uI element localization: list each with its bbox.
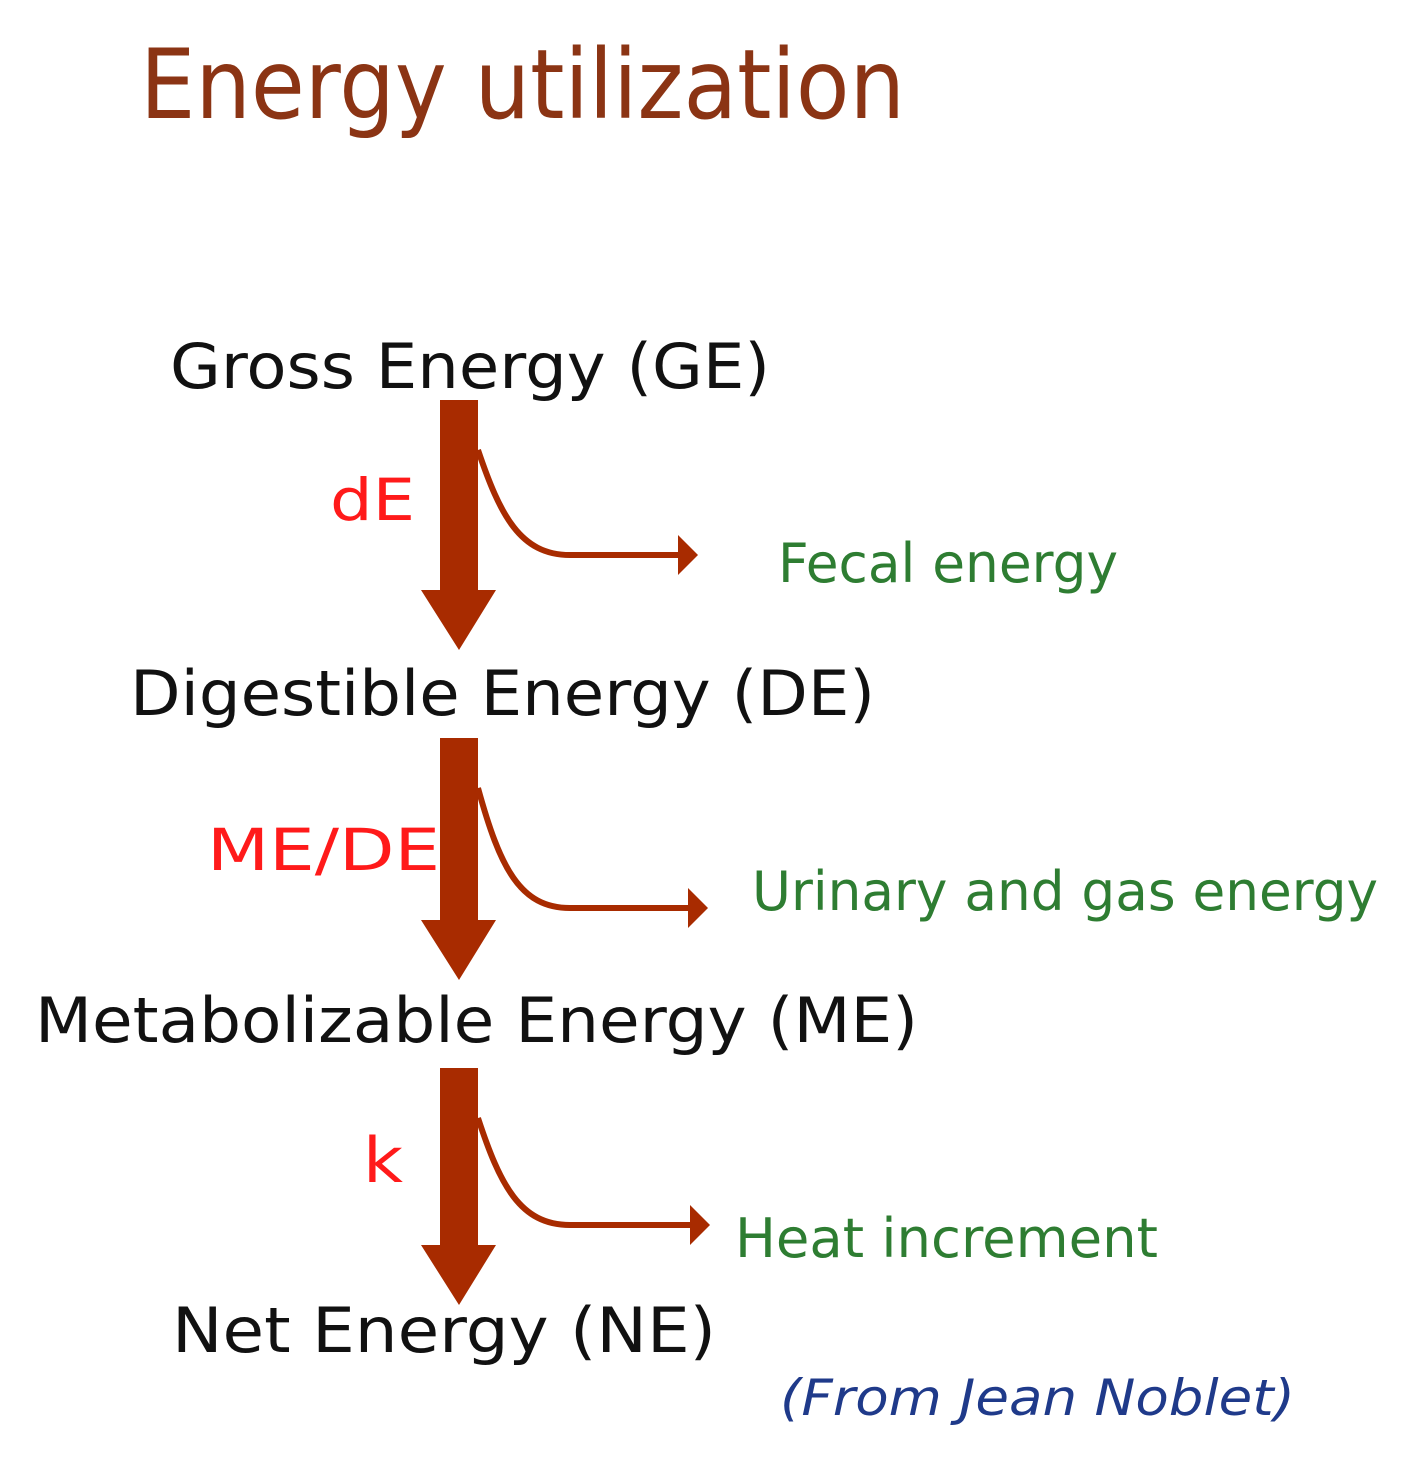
flow-arrow-1: [421, 738, 496, 980]
loss-fecal-energy: Fecal energy: [778, 532, 1118, 595]
loss-branch-arrow-0: [475, 449, 684, 558]
loss-branch-arrow-2: [475, 1117, 696, 1228]
level-metabolizable-energy: Metabolizable Energy (ME): [35, 984, 918, 1057]
coefficient-me-de: ME/DE: [207, 816, 440, 884]
coefficient-de: dE: [330, 466, 415, 534]
flow-arrow-2: [421, 1068, 496, 1305]
coefficient-k: k: [363, 1124, 403, 1197]
loss-arrowhead-0: [678, 535, 698, 575]
flow-arrow-0: [421, 400, 496, 650]
level-net-energy: Net Energy (NE): [172, 1294, 716, 1367]
loss-urinary-gas-energy: Urinary and gas energy: [752, 860, 1378, 923]
loss-arrowhead-2: [690, 1205, 710, 1245]
level-digestible-energy: Digestible Energy (DE): [130, 657, 875, 730]
loss-branch-arrow-1: [475, 787, 694, 911]
loss-heat-increment: Heat increment: [735, 1207, 1158, 1270]
diagram-title: Energy utilization: [140, 29, 905, 141]
loss-arrowhead-1: [688, 888, 708, 928]
source-citation: (From Jean Noblet): [780, 1369, 1295, 1427]
level-gross-energy: Gross Energy (GE): [170, 330, 770, 403]
